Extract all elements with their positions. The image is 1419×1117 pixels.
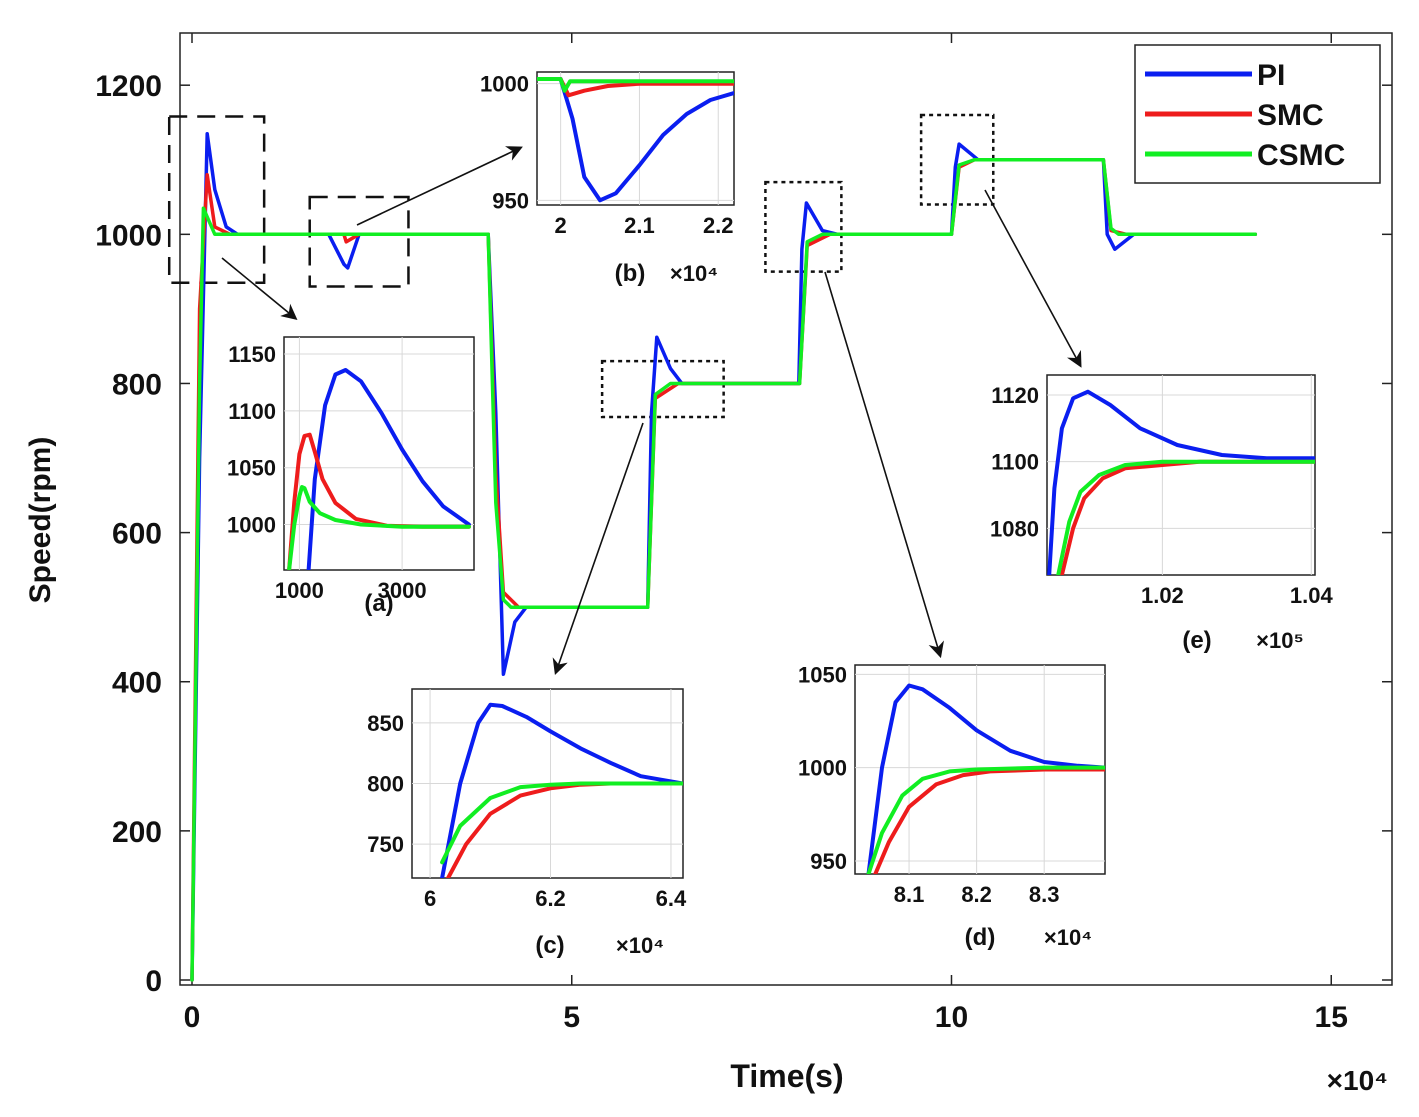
y-tick-label: 600 — [112, 518, 162, 551]
inset-y-tick-label: 1050 — [798, 662, 847, 687]
y-tick-label: 0 — [145, 965, 162, 998]
inset-b: 2 2.1 2.2 950 1000 (b) ×10⁴ — [480, 71, 735, 287]
arrow-to-inset-c — [552, 422, 644, 676]
inset-exponent-d: ×10⁴ — [1044, 925, 1092, 950]
legend: PI SMC CSMC — [1134, 44, 1381, 184]
series-csmc-inset-d — [866, 765, 1105, 874]
x-tick-label: 0 — [184, 1001, 201, 1034]
inset-x-tick-label: 1000 — [275, 578, 324, 603]
inset-y-tick-label: 1000 — [227, 513, 276, 538]
inset-x-tick-label: 1.02 — [1141, 583, 1184, 608]
inset-exponent-c: ×10⁴ — [616, 933, 664, 958]
legend-label-csmc: CSMC — [1257, 139, 1345, 172]
series-csmc-inset-c — [440, 781, 683, 865]
y-tick-label: 800 — [112, 368, 162, 401]
arrow-to-inset-e — [984, 189, 1082, 368]
x-tick-label: 10 — [935, 1001, 968, 1034]
inset-y-tick-label: 1000 — [480, 72, 529, 97]
inset-x-tick-label: 2.1 — [624, 213, 655, 238]
inset-x-tick-label: 1.04 — [1290, 583, 1334, 608]
y-tick-label: 400 — [112, 667, 162, 700]
series-pi-inset-d — [866, 683, 1105, 874]
series-pi-inset-c — [440, 702, 683, 878]
inset-x-tick-label: 2.2 — [703, 213, 734, 238]
inset-y-tick-label: 750 — [367, 832, 404, 857]
series-pi-inset-e — [1047, 389, 1315, 575]
inset-y-tick-label: 800 — [367, 772, 404, 797]
inset-label-e: (e) — [1182, 627, 1211, 654]
inset-x-tick-label: 6.2 — [535, 886, 566, 911]
legend-label-pi: PI — [1257, 59, 1285, 92]
y-tick-label: 200 — [112, 816, 162, 849]
series-csmc-inset-e — [1056, 459, 1315, 575]
series-pi-inset-a — [306, 368, 471, 570]
inset-x-tick-label: 8.1 — [894, 882, 925, 907]
x-tick-label: 5 — [563, 1001, 580, 1034]
zoom-box-a — [167, 115, 266, 285]
series-csmc-inset-b — [537, 77, 734, 93]
inset-y-tick-label: 1000 — [798, 756, 847, 781]
inset-exponent-e: ×10⁵ — [1256, 628, 1304, 653]
inset-x-tick-label: 2 — [555, 213, 567, 238]
x-axis-label: Time(s) — [730, 1058, 843, 1094]
inset-exponent-b: ×10⁴ — [670, 261, 718, 286]
inset-x-tick-label: 6 — [424, 886, 436, 911]
arrow-to-inset-b — [356, 146, 523, 226]
inset-y-tick-label: 1150 — [228, 342, 276, 367]
inset-x-tick-label: 8.2 — [961, 882, 992, 907]
inset-y-tick-label: 1100 — [228, 399, 276, 424]
inset-y-tick-label: 1120 — [991, 383, 1039, 408]
inset-a: 1000 3000 1000 1050 1100 1150 (a) — [227, 336, 475, 617]
inset-y-tick-label: 1080 — [990, 516, 1039, 541]
series-csmc-inset-a — [287, 485, 471, 570]
y-tick-label: 1000 — [95, 219, 162, 252]
arrow-to-inset-a — [221, 257, 298, 321]
series-csmc-line — [190, 158, 1258, 982]
inset-label-c: (c) — [535, 932, 564, 959]
inset-label-a: (a) — [364, 590, 393, 617]
inset-plot-area — [1046, 374, 1316, 576]
x-tick-label: 15 — [1315, 1001, 1348, 1034]
inset-y-tick-label: 950 — [492, 188, 529, 213]
inset-y-tick-label: 850 — [367, 711, 404, 736]
inset-y-tick-label: 950 — [810, 849, 847, 874]
y-axis-label: Speed(rpm) — [24, 437, 57, 604]
inset-x-tick-label: 3000 — [378, 578, 427, 603]
inset-label-d: (d) — [965, 924, 996, 951]
inset-label-b: (b) — [615, 260, 646, 287]
inset-x-tick-label: 6.4 — [656, 886, 687, 911]
inset-y-tick-label: 1050 — [227, 456, 276, 481]
inset-e: 1.02 1.04 1080 1100 1120 (e) ×10⁵ — [990, 374, 1334, 654]
y-tick-label: 1200 — [95, 70, 162, 103]
legend-label-smc: SMC — [1257, 99, 1324, 132]
x-axis-exponent: ×10⁴ — [1327, 1065, 1388, 1096]
inset-y-tick-label: 1100 — [991, 450, 1039, 475]
arrow-to-inset-d — [824, 271, 944, 659]
zoom-box-b — [308, 195, 410, 288]
series-pi-inset-b — [537, 77, 734, 203]
zoom-box-d — [764, 180, 843, 273]
inset-x-tick-label: 8.3 — [1029, 882, 1060, 907]
